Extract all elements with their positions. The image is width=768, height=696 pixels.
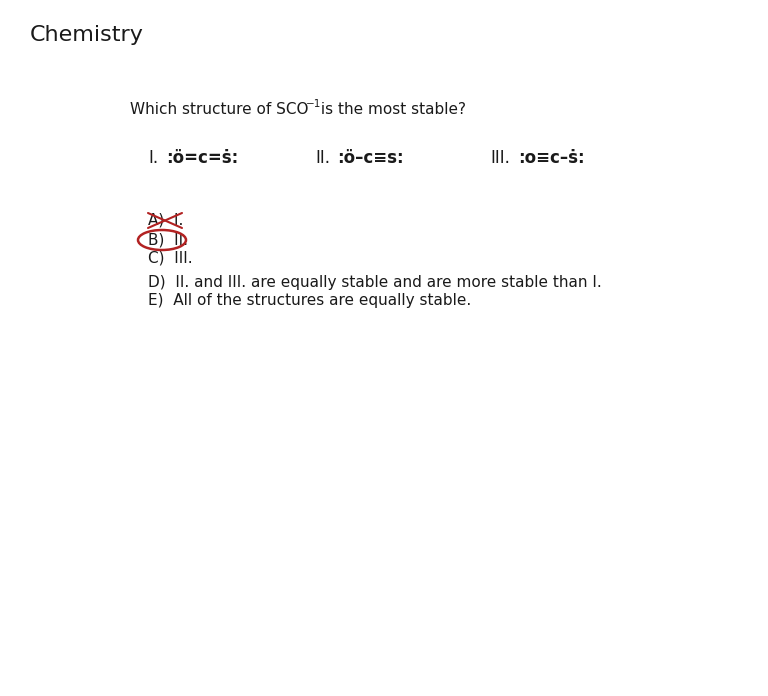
- Text: :o≡c–ṡ:: :o≡c–ṡ:: [518, 149, 584, 167]
- Text: :ö–c≡s:: :ö–c≡s:: [337, 149, 404, 167]
- Text: :ö=c=ṡ:: :ö=c=ṡ:: [166, 149, 238, 167]
- Text: D)  II. and III. are equally stable and are more stable than I.: D) II. and III. are equally stable and a…: [148, 276, 602, 290]
- Text: A)  I.: A) I.: [148, 212, 184, 228]
- Text: III.: III.: [490, 149, 510, 167]
- Text: I.: I.: [148, 149, 158, 167]
- Text: II.: II.: [315, 149, 330, 167]
- Text: Which structure of SCO: Which structure of SCO: [130, 102, 309, 118]
- Text: Chemistry: Chemistry: [30, 25, 144, 45]
- Text: E)  All of the structures are equally stable.: E) All of the structures are equally sta…: [148, 292, 472, 308]
- Text: −1: −1: [306, 99, 321, 109]
- Text: B)  II.: B) II.: [148, 232, 188, 248]
- Text: is the most stable?: is the most stable?: [316, 102, 466, 118]
- Text: C)  III.: C) III.: [148, 251, 193, 265]
